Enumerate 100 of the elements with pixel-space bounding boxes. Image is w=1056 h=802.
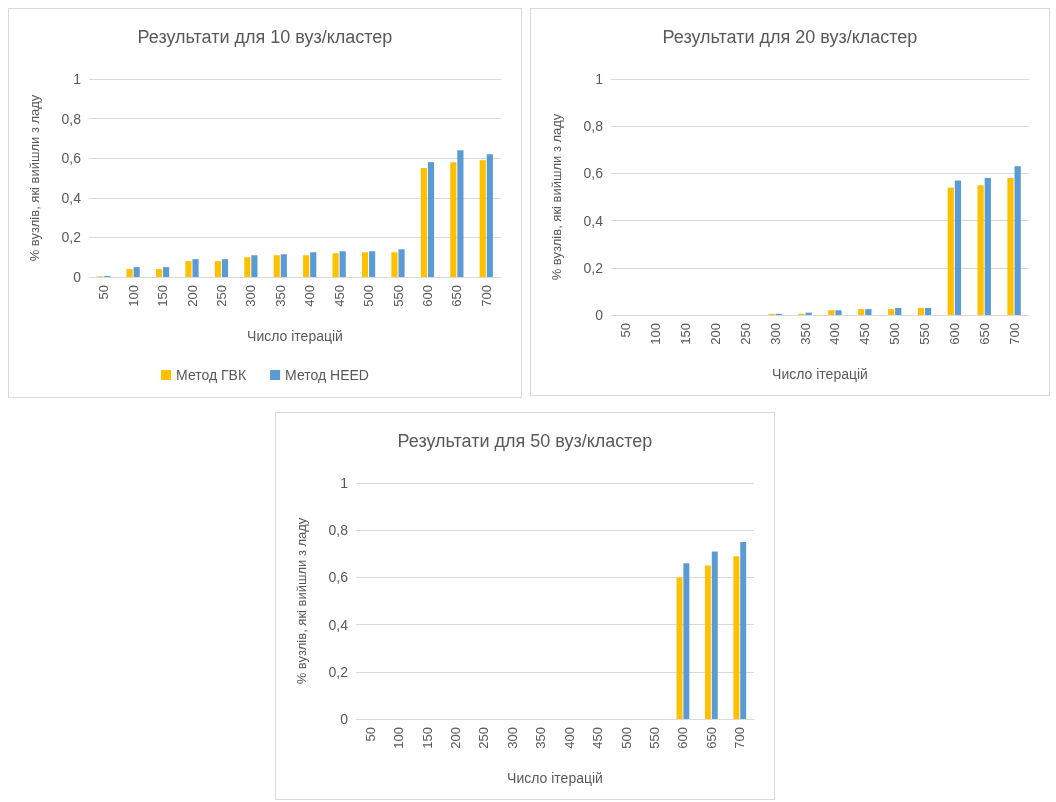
bar [683, 563, 690, 719]
x-axis-title: Число ітерацій [507, 770, 603, 786]
x-tick-label: 450 [857, 323, 873, 345]
y-tick-label: 0,6 [583, 165, 604, 182]
bar [214, 261, 221, 277]
y-tick-label: 0,2 [583, 259, 604, 276]
bar [391, 252, 398, 277]
chart-title: Результати для 20 вуз/кластер [662, 27, 918, 47]
x-tick-label: 450 [331, 285, 347, 307]
bar [828, 310, 835, 315]
x-tick-label: 50 [618, 323, 634, 338]
y-tick-label: 0,6 [61, 150, 82, 167]
bar [977, 185, 984, 315]
bar [332, 253, 339, 277]
x-tick-label: 450 [590, 727, 606, 749]
bar [865, 309, 872, 315]
bar [450, 162, 457, 277]
x-tick-label: 200 [184, 285, 200, 307]
x-tick-label: 550 [647, 727, 662, 749]
x-tick-label: 700 [1006, 323, 1022, 345]
x-tick-label: 700 [478, 285, 494, 307]
x-tick-label: 500 [618, 727, 634, 749]
bar [887, 309, 895, 315]
bar [133, 267, 140, 277]
y-tick-label: 0,8 [61, 110, 82, 127]
bar [221, 259, 229, 277]
x-tick-label: 100 [648, 323, 664, 345]
y-axis-title: % вузлів, які вийшли з ладу [549, 113, 564, 281]
bar [339, 251, 346, 277]
y-axis-title: % вузлів, які вийшли з ладу [27, 94, 42, 262]
y-tick-label: 1 [595, 71, 604, 87]
x-tick-label: 400 [302, 285, 318, 307]
x-tick-label: 250 [213, 285, 229, 307]
y-tick-label: 1 [340, 475, 349, 491]
bar [835, 310, 842, 315]
legend-label: Метод ГВК [176, 367, 247, 383]
x-tick-label: 50 [96, 285, 112, 300]
bar [280, 254, 287, 277]
x-tick-label: 100 [391, 727, 407, 749]
x-tick-label: 250 [476, 727, 492, 749]
x-tick-label: 650 [449, 285, 465, 307]
x-tick-label: 600 [419, 285, 435, 307]
bar [251, 255, 258, 277]
bar [895, 307, 902, 315]
y-tick-label: 0,4 [583, 212, 604, 229]
y-tick-label: 0,4 [328, 616, 349, 633]
bar [486, 154, 493, 277]
x-axis-title: Число ітерацій [247, 328, 343, 344]
y-tick-label: 0 [340, 711, 349, 727]
bar [185, 261, 192, 277]
x-tick-label: 550 [917, 323, 932, 345]
bar [126, 269, 133, 277]
bar [947, 187, 954, 315]
bar [310, 252, 317, 277]
bar [361, 252, 369, 277]
x-tick-label: 50 [362, 727, 378, 742]
x-tick-label: 300 [767, 323, 783, 345]
y-tick-label: 0,6 [328, 569, 349, 586]
x-tick-label: 200 [708, 323, 723, 345]
x-tick-label: 150 [419, 727, 435, 749]
x-tick-label: 350 [797, 323, 813, 345]
x-tick-label: 350 [533, 727, 549, 749]
x-tick-label: 650 [976, 323, 992, 345]
legend-label: Метод HEED [285, 367, 369, 383]
y-axis-title: % вузлів, які вийшли з ладу [294, 517, 309, 685]
bar [457, 150, 464, 277]
y-tick-label: 0,2 [328, 663, 349, 680]
bar [398, 249, 405, 277]
bar [479, 160, 486, 277]
bar [369, 251, 376, 277]
bar [711, 551, 718, 719]
bar [924, 307, 932, 315]
bar [1014, 166, 1021, 315]
x-tick-label: 150 [155, 285, 171, 307]
x-tick-label: 500 [887, 323, 903, 345]
x-tick-label: 300 [504, 727, 520, 749]
bar [954, 180, 962, 315]
x-tick-label: 300 [243, 285, 259, 307]
bar [303, 255, 310, 277]
chart-title: Результати для 50 вуз/кластер [397, 431, 653, 451]
bar [427, 162, 435, 277]
bar [704, 565, 711, 719]
x-tick-label: 700 [732, 727, 748, 749]
x-tick-label: 600 [946, 323, 962, 345]
y-tick-label: 0,8 [328, 522, 349, 539]
x-tick-label: 200 [448, 727, 463, 749]
bar [858, 309, 865, 315]
x-tick-label: 150 [678, 323, 694, 345]
bar [273, 255, 280, 277]
x-tick-label: 550 [390, 285, 406, 307]
x-tick-label: 250 [737, 323, 753, 345]
x-tick-label: 350 [272, 285, 288, 307]
x-tick-label: 100 [125, 285, 141, 307]
x-tick-label: 600 [675, 727, 691, 749]
bar [192, 259, 199, 277]
x-tick-label: 500 [361, 285, 377, 307]
x-tick-label: 400 [561, 727, 577, 749]
bar [244, 257, 251, 277]
bar [740, 542, 747, 719]
y-tick-label: 0 [595, 307, 604, 323]
